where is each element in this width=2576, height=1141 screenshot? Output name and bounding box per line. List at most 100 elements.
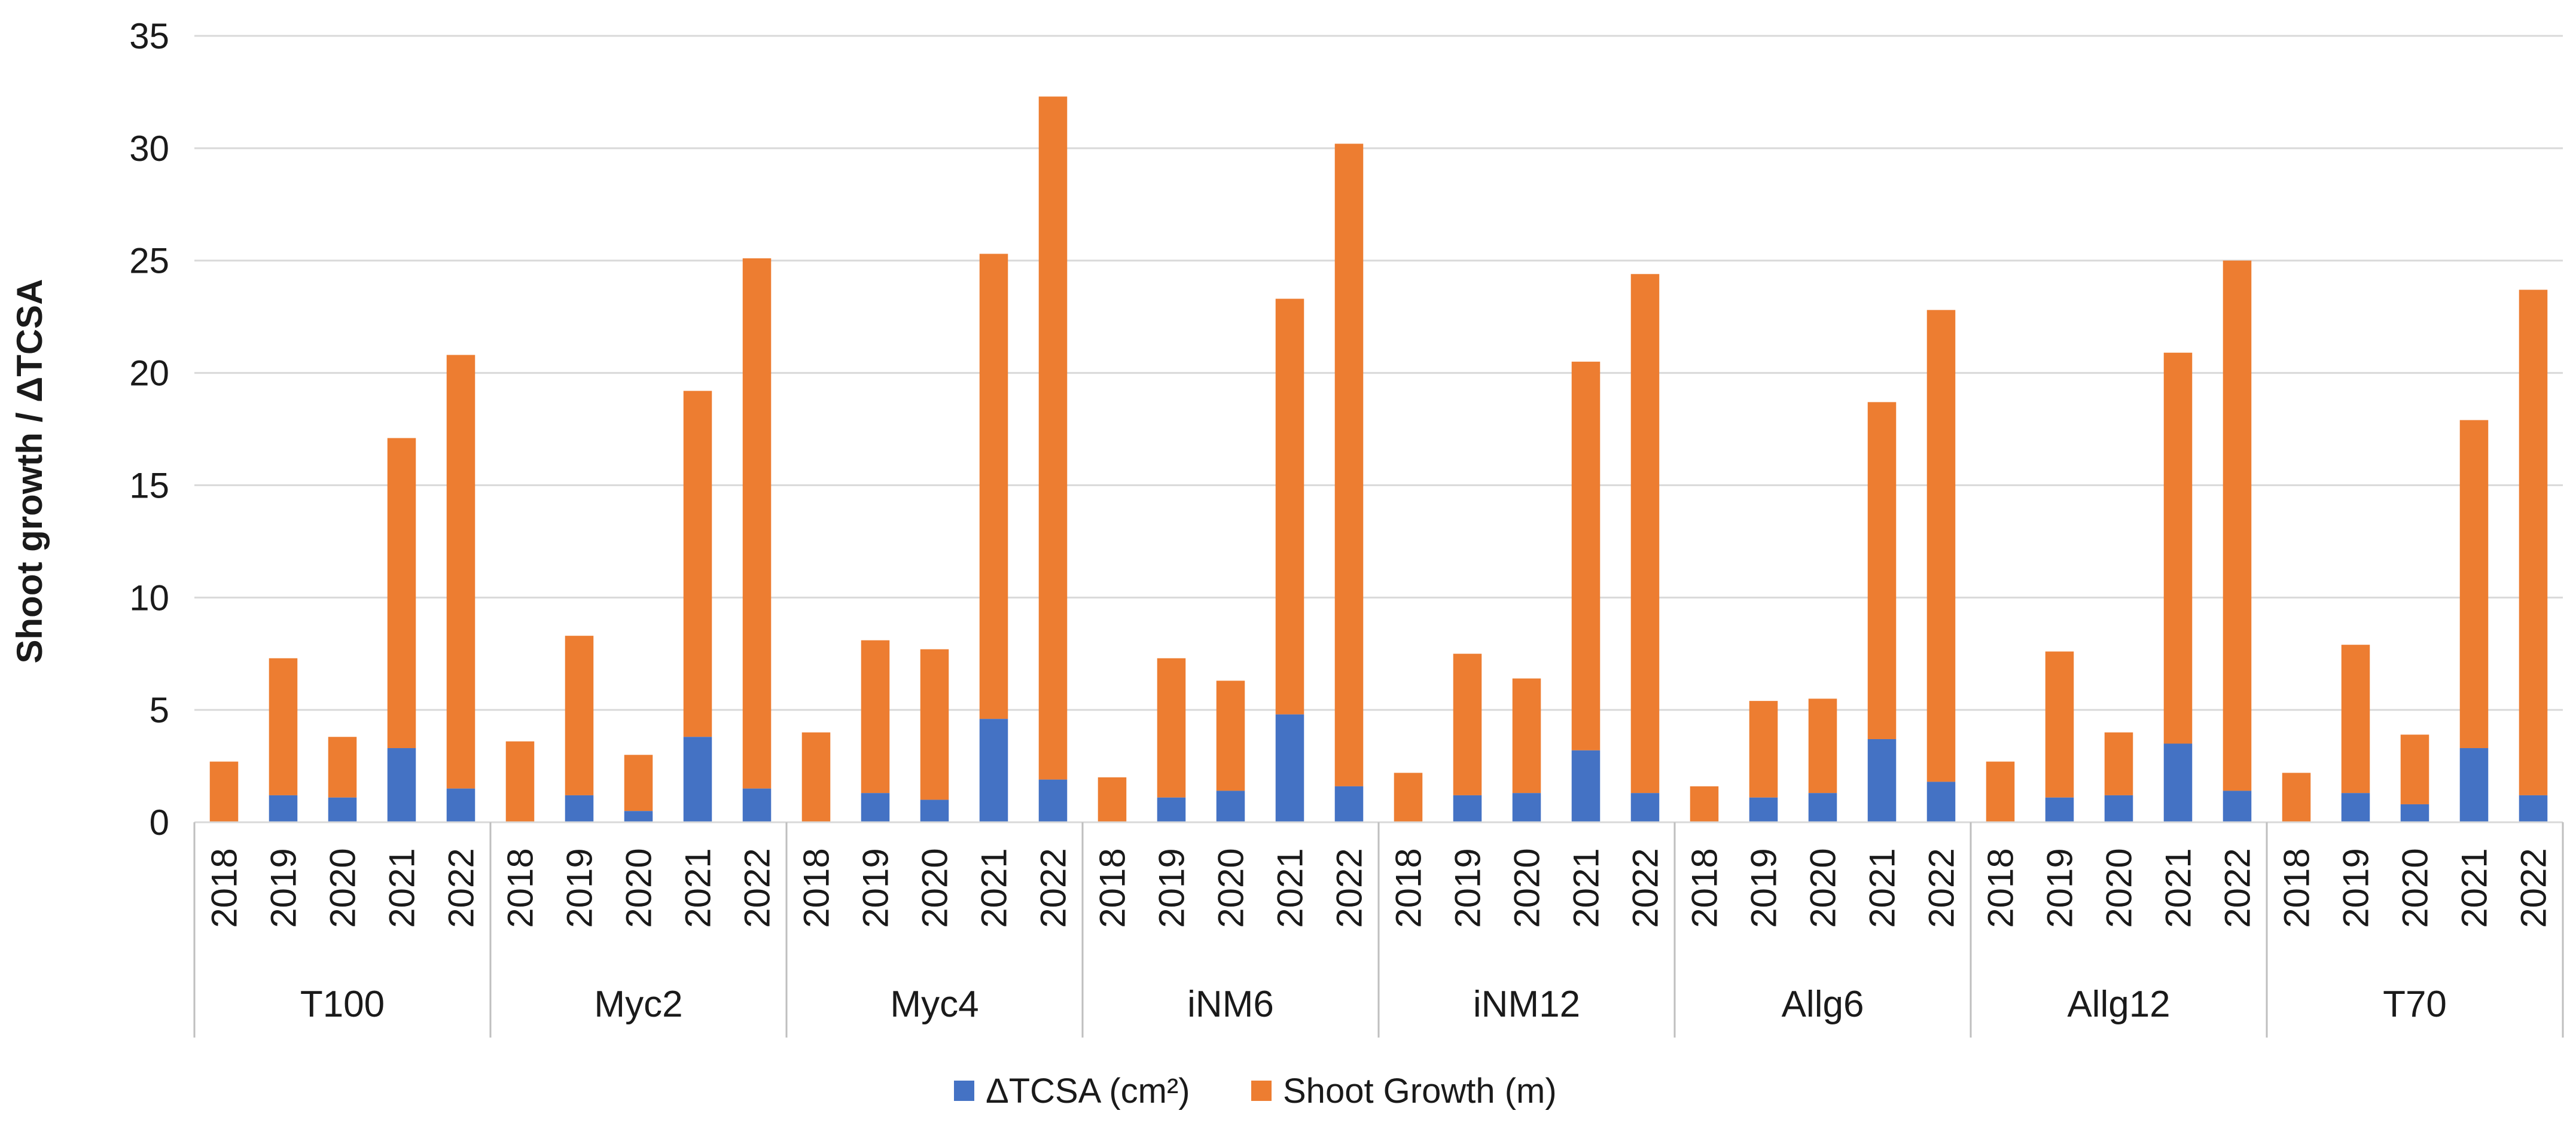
bar-shoot-growth-Allg12-2019 [2045,651,2074,798]
bar-shoot-growth-Myc4-2022 [1038,96,1068,780]
y-tick-label: 25 [129,241,169,281]
bar-shoot-growth-T70-2018 [2282,773,2311,822]
x-tick-label-year: 2018 [1981,848,2021,928]
bar-shoot-growth-Allg6-2019 [1749,701,1778,798]
bar-tcsa-Allg6-2021 [1867,739,1897,822]
bar-shoot-growth-Myc4-2020 [920,649,949,800]
bar-tcsa-iNM12-2022 [1630,793,1660,822]
bar-shoot-growth-iNM12-2022 [1630,274,1660,794]
bar-tcsa-T70-2020 [2400,804,2429,822]
x-group-label: Allg12 [2067,984,2170,1025]
bar-shoot-growth-Myc2-2022 [742,258,772,789]
y-tick-label: 15 [129,465,169,505]
bar-shoot-growth-Myc4-2018 [801,732,831,822]
x-tick-label-year: 2019 [2040,848,2080,928]
bar-shoot-growth-Myc4-2019 [861,640,890,794]
bar-tcsa-iNM6-2021 [1275,714,1304,822]
bar-shoot-growth-T70-2022 [2519,289,2548,795]
x-tick-label-year: 2020 [1211,848,1251,928]
x-tick-label-year: 2019 [560,848,600,928]
bar-tcsa-Myc4-2019 [861,793,890,822]
bar-tcsa-iNM6-2022 [1334,786,1364,822]
bar-tcsa-iNM12-2021 [1571,750,1601,822]
bar-tcsa-Myc2-2019 [565,795,594,822]
x-group-label: T100 [300,984,385,1025]
bar-shoot-growth-iNM6-2020 [1216,681,1245,791]
bar-shoot-growth-T70-2020 [2400,734,2429,804]
gridlines [194,35,2563,711]
bar-shoot-growth-Allg12-2018 [1986,761,2015,822]
bar-tcsa-T70-2022 [2519,795,2548,822]
x-tick-label-year: 2019 [264,848,304,928]
x-tick-label-year: 2019 [2336,848,2376,928]
x-group-label: T70 [2383,984,2447,1025]
x-group-label: iNM6 [1187,984,1274,1025]
bar-tcsa-T70-2021 [2459,748,2489,822]
x-tick-label-year: 2020 [323,848,363,928]
bar-tcsa-Myc4-2022 [1038,779,1068,822]
bar-tcsa-Myc2-2022 [742,788,772,822]
bar-shoot-growth-Allg12-2021 [2163,352,2193,744]
bar-shoot-growth-Myc4-2021 [979,254,1008,719]
x-tick-label-year: 2020 [2395,848,2435,928]
x-tick-label-year: 2019 [1152,848,1192,928]
x-tick-label-year: 2022 [1330,848,1370,928]
bar-shoot-growth-Myc2-2021 [683,390,712,737]
bar-shoot-growth-Allg6-2020 [1808,698,1837,794]
x-tick-label-year: 2021 [1270,848,1310,928]
bar-tcsa-Allg6-2022 [1926,782,1956,822]
bar-shoot-growth-T100-2020 [328,737,357,798]
bar-shoot-growth-iNM6-2022 [1334,144,1364,786]
bar-tcsa-Myc2-2021 [683,737,712,822]
legend-swatch-shoot-growth [1251,1081,1272,1101]
x-tick-label-year: 2021 [974,848,1014,928]
bars [209,96,2548,822]
y-tick-label: 0 [150,803,169,843]
y-axis-title: Shoot growth / ΔTCSA [10,279,50,663]
x-tick-label-year: 2019 [1744,848,1784,928]
x-tick-label-year: 2022 [1626,848,1666,928]
bar-tcsa-Allg6-2020 [1808,793,1837,822]
x-tick-label-year: 2021 [678,848,718,928]
bar-shoot-growth-T70-2019 [2341,645,2370,794]
x-tick-label-year: 2022 [1034,848,1074,928]
bar-tcsa-T70-2019 [2341,793,2370,822]
legend: ΔTCSA (cm²) Shoot Growth (m) [954,1072,1557,1111]
bar-shoot-growth-iNM12-2021 [1571,361,1601,751]
bar-shoot-growth-iNM12-2018 [1394,773,1423,822]
legend-label-tcsa: ΔTCSA (cm²) [986,1072,1190,1111]
bar-tcsa-T100-2019 [269,795,298,822]
bar-tcsa-T100-2021 [387,748,416,822]
y-tick-label: 10 [129,578,169,618]
bar-shoot-growth-Allg12-2020 [2104,732,2133,795]
x-tick-label-year: 2018 [1685,848,1725,928]
bar-shoot-growth-Allg12-2022 [2223,260,2252,791]
bar-tcsa-Allg12-2021 [2163,743,2193,822]
x-tick-label-year: 2021 [1566,848,1606,928]
bar-shoot-growth-T100-2021 [387,438,416,749]
x-tick-label-year: 2019 [856,848,896,928]
bar-tcsa-iNM6-2019 [1157,797,1186,822]
bar-tcsa-Allg12-2019 [2045,797,2074,822]
bar-shoot-growth-T100-2022 [446,355,475,789]
x-tick-label-year: 2022 [441,848,481,928]
bar-tcsa-Allg12-2022 [2223,791,2252,822]
x-group-label: Myc2 [594,984,682,1025]
axes: 0 5 10 15 20 25 30 35 2018 2019 2020 2021 2022 T100 20… [129,16,2564,1038]
bar-tcsa-Allg6-2019 [1749,797,1778,822]
bar-shoot-growth-Myc2-2019 [565,636,594,795]
x-tick-label-year: 2021 [1862,848,1903,928]
x-tick-label-year: 2020 [1507,848,1547,928]
y-tick-label: 30 [129,129,169,169]
y-tick-label: 20 [129,353,169,393]
legend-label-shoot-growth: Shoot Growth (m) [1283,1072,1557,1111]
x-tick-label-year: 2018 [1389,848,1429,928]
bar-shoot-growth-iNM6-2021 [1275,298,1304,715]
bar-tcsa-T100-2022 [446,788,475,822]
bar-shoot-growth-Allg6-2018 [1690,786,1719,822]
x-tick-label-year: 2022 [737,848,778,928]
bar-shoot-growth-iNM12-2020 [1512,678,1541,794]
y-tick-label: 35 [129,16,169,56]
bar-shoot-growth-T100-2018 [209,761,239,822]
